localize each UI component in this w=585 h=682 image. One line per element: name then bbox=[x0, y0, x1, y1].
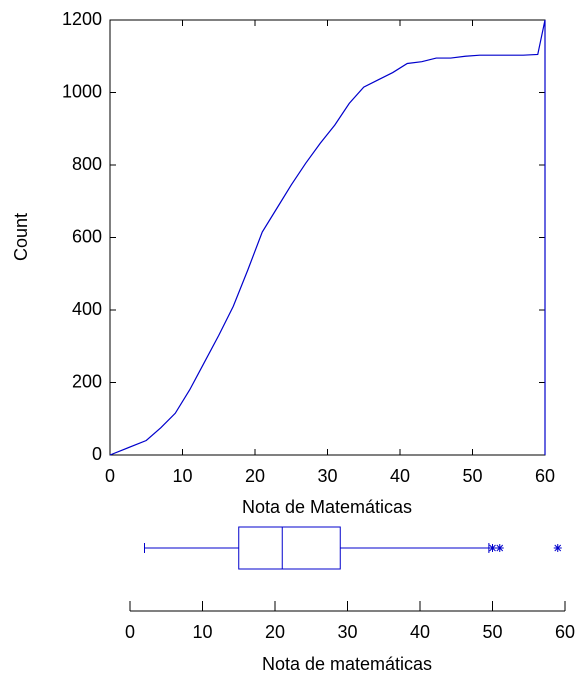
x-tick-label: 50 bbox=[482, 622, 502, 642]
x-tick-label: 60 bbox=[535, 466, 555, 486]
x-tick-label: 40 bbox=[410, 622, 430, 642]
box bbox=[238, 526, 341, 570]
y-tick-label: 1200 bbox=[62, 9, 102, 29]
outlier bbox=[488, 544, 497, 552]
x-tick-label: 0 bbox=[105, 466, 115, 486]
x-axis-label: Nota de Matemáticas bbox=[242, 497, 412, 517]
outlier bbox=[553, 544, 562, 552]
y-tick-label: 400 bbox=[72, 299, 102, 319]
outlier bbox=[495, 544, 504, 552]
x-tick-label: 0 bbox=[125, 622, 135, 642]
x-tick-label: 10 bbox=[192, 622, 212, 642]
data-line bbox=[109, 19, 546, 456]
y-axis-label: Count bbox=[11, 213, 31, 261]
x-tick-label: 30 bbox=[337, 622, 357, 642]
y-tick-label: 800 bbox=[72, 154, 102, 174]
y-tick-label: 1000 bbox=[62, 81, 102, 101]
x-tick-label: 30 bbox=[317, 466, 337, 486]
y-tick-label: 0 bbox=[92, 444, 102, 464]
y-tick-label: 600 bbox=[72, 226, 102, 246]
x-tick-label: 50 bbox=[462, 466, 482, 486]
x-tick-label: 40 bbox=[390, 466, 410, 486]
y-tick-label: 200 bbox=[72, 371, 102, 391]
x-tick-label: 20 bbox=[245, 466, 265, 486]
plot-frame bbox=[109, 19, 546, 456]
x-tick-label: 20 bbox=[265, 622, 285, 642]
x-axis-label: Nota de matemáticas bbox=[262, 654, 432, 674]
x-tick-label: 60 bbox=[555, 622, 575, 642]
x-tick-label: 10 bbox=[172, 466, 192, 486]
